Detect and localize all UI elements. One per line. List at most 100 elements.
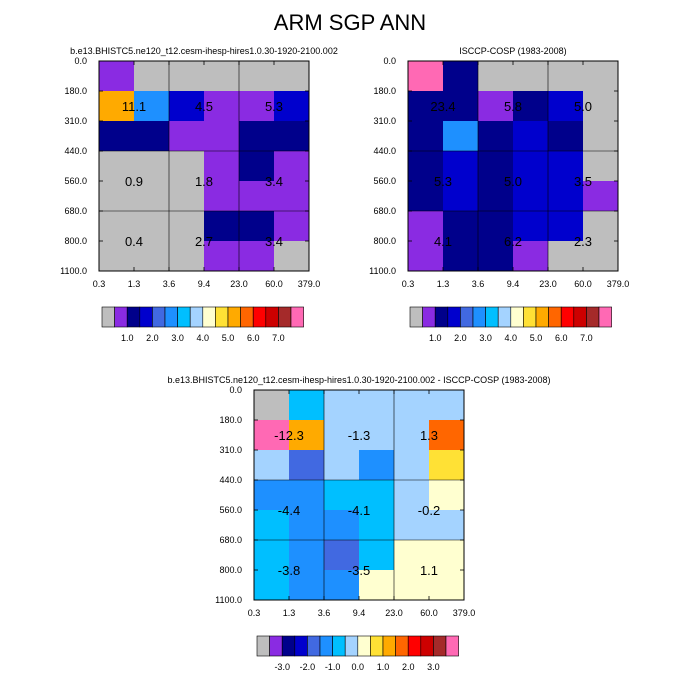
colorbar-box — [497, 306, 512, 328]
y-tick-label: 180.0 — [219, 415, 242, 425]
heatmap-panel-2: ISCCP-COSP (1983-2008) 0.3 1.3 3.6 9.4 23.0 60… — [369, 46, 629, 343]
colorbar-box — [382, 635, 396, 657]
colorbar-box — [573, 306, 587, 328]
heatmap-cell — [134, 211, 170, 242]
heatmap-cell — [324, 420, 360, 451]
y-tick-label: 310.0 — [219, 445, 242, 455]
heatmap-cell — [239, 211, 275, 242]
data-label: -3.5 — [348, 563, 370, 578]
y-tick-label: 560.0 — [373, 176, 396, 186]
heatmap-cell — [513, 61, 549, 92]
colorbar-label: 3.0 — [427, 662, 440, 672]
colorbar-box — [395, 635, 409, 657]
heatmap-cell — [443, 121, 479, 152]
colorbar-label: 5.0 — [530, 333, 543, 343]
y-tick-label: 180.0 — [64, 86, 87, 96]
y-tick-label: 680.0 — [373, 206, 396, 216]
data-label: 4.1 — [434, 234, 452, 249]
heatmap-cell — [359, 480, 395, 511]
heatmap-cell — [289, 420, 325, 451]
colorbar-label: 5.0 — [222, 333, 235, 343]
colorbar-box — [215, 306, 229, 328]
heatmap-cell — [408, 211, 444, 242]
heatmap-cell — [239, 91, 275, 122]
y-tick-label: 310.0 — [373, 116, 396, 126]
heatmap-cell — [443, 61, 479, 92]
heatmap-cell — [239, 121, 275, 152]
colorbar-box — [252, 306, 267, 328]
heatmap-cell — [583, 181, 619, 212]
heatmap-cell — [359, 450, 395, 481]
colorbar-box — [548, 306, 562, 328]
heatmap-cell — [443, 151, 479, 182]
heatmap-cell — [289, 540, 325, 571]
heatmap-cell — [478, 181, 514, 212]
data-label: -1.3 — [348, 428, 370, 443]
x-tick-label: 3.6 — [163, 279, 176, 289]
heatmap-cell — [204, 241, 240, 272]
y-tick-label: 680.0 — [219, 535, 242, 545]
heatmap-cell — [289, 480, 325, 511]
colorbar-box — [460, 306, 474, 328]
colorbar-box — [202, 306, 216, 328]
heatmap-cell — [289, 390, 325, 421]
colorbar-box — [319, 635, 333, 657]
heatmap-cell — [478, 211, 514, 242]
heatmap-cell — [583, 61, 619, 92]
heatmap-cell — [429, 570, 465, 601]
data-label: -4.1 — [348, 503, 370, 518]
heatmap-cell — [169, 91, 205, 122]
x-tick-label: 0.3 — [93, 279, 106, 289]
data-label: 3.4 — [265, 234, 283, 249]
x-tick-label: 23.0 — [230, 279, 248, 289]
colorbar-box — [370, 635, 384, 657]
heatmap-cell — [134, 91, 170, 122]
heatmap-cell — [443, 181, 479, 212]
heatmap-cell — [204, 151, 240, 182]
colorbar-box — [189, 306, 204, 328]
colorbar-box — [422, 306, 436, 328]
heatmap-cell — [359, 390, 395, 421]
colorbar-box — [265, 306, 279, 328]
heatmap-cell — [478, 241, 514, 272]
colorbar-box — [294, 635, 308, 657]
colorbar-box — [139, 306, 153, 328]
colorbar-label: 1.0 — [121, 333, 134, 343]
heatmap-cell — [169, 211, 205, 242]
heatmap-cell — [254, 510, 290, 541]
heatmap-cell — [289, 570, 325, 601]
x-tick-label: 1.3 — [283, 608, 296, 618]
panel-title: b.e13.BHISTC5.ne120_t12.cesm-ihesp-hires… — [167, 375, 550, 385]
heatmap-cell — [239, 151, 275, 182]
y-tick-label: 180.0 — [373, 86, 396, 96]
heatmap-cell — [289, 450, 325, 481]
heatmap-cell — [324, 570, 360, 601]
heatmap-cell — [429, 390, 465, 421]
x-tick-label: 60.0 — [574, 279, 592, 289]
colorbar-label: 6.0 — [247, 333, 260, 343]
heatmap-cell — [583, 121, 619, 152]
heatmap-cell — [429, 480, 465, 511]
y-tick-label: 440.0 — [219, 475, 242, 485]
colorbar-box — [281, 635, 296, 657]
x-tick-label: 0.3 — [248, 608, 261, 618]
colorbar-box — [278, 306, 292, 328]
heatmap-cell — [239, 61, 275, 92]
colorbar-box — [445, 635, 459, 657]
x-tick-label: 9.4 — [198, 279, 211, 289]
heatmap-cell — [394, 570, 430, 601]
data-label: 1.3 — [420, 428, 438, 443]
heatmap-cell — [443, 91, 479, 122]
heatmap-cell — [548, 151, 584, 182]
heatmap-cell — [548, 181, 584, 212]
heatmap-cell — [429, 540, 465, 571]
colorbar: 1.0 2.0 3.0 4.0 5.0 6.0 7.0 — [409, 306, 612, 343]
heatmap-cell — [289, 510, 325, 541]
y-tick-label: 1100.0 — [369, 266, 396, 276]
data-label: 2.7 — [195, 234, 213, 249]
heatmap-cell — [274, 91, 310, 122]
heatmap-cell — [359, 570, 395, 601]
heatmap-cell — [274, 181, 310, 212]
heatmap-cell — [548, 61, 584, 92]
colorbar-label: 4.0 — [197, 333, 210, 343]
